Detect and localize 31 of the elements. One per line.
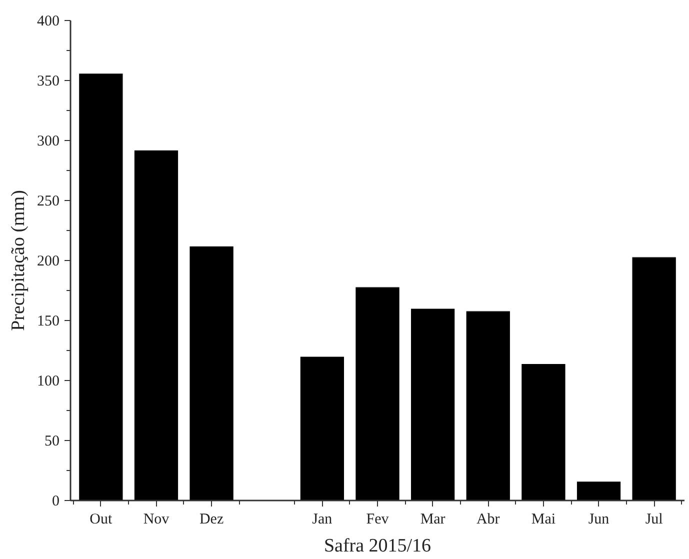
y-tick-label: 300: [37, 134, 60, 150]
bar: [466, 310, 511, 500]
bar: [576, 481, 622, 500]
bar: [300, 356, 345, 500]
x-tick-label: Mai: [531, 512, 556, 528]
y-tick-label: 50: [44, 434, 60, 450]
bar: [521, 363, 566, 500]
bar: [134, 150, 179, 500]
x-tick-label: Abr: [476, 512, 500, 528]
y-tick-label: 400: [37, 14, 60, 30]
y-tick-label: 350: [37, 74, 60, 90]
x-tick-label: Out: [90, 512, 114, 528]
x-tick-label: Jul: [645, 512, 663, 528]
x-tick-label: Jun: [588, 512, 610, 528]
bar: [78, 73, 124, 500]
x-axis-title: Safra 2015/16: [324, 536, 432, 556]
y-tick-label: 250: [37, 194, 60, 210]
x-tick-label: Dez: [199, 512, 224, 528]
bar: [355, 286, 400, 500]
bar: [632, 256, 677, 500]
x-tick-label: Nov: [143, 512, 170, 528]
y-tick-label: 150: [37, 314, 60, 330]
y-axis-title: Precipitação (mm): [8, 190, 29, 331]
x-tick-label: Mar: [420, 512, 446, 528]
y-tick-label: 200: [37, 254, 60, 270]
x-tick-label: Fev: [366, 512, 390, 528]
y-tick-label: 0: [52, 494, 60, 510]
bar: [189, 246, 234, 500]
y-tick-label: 100: [37, 374, 60, 390]
bar: [410, 308, 456, 500]
x-tick-label: Jan: [312, 512, 333, 528]
